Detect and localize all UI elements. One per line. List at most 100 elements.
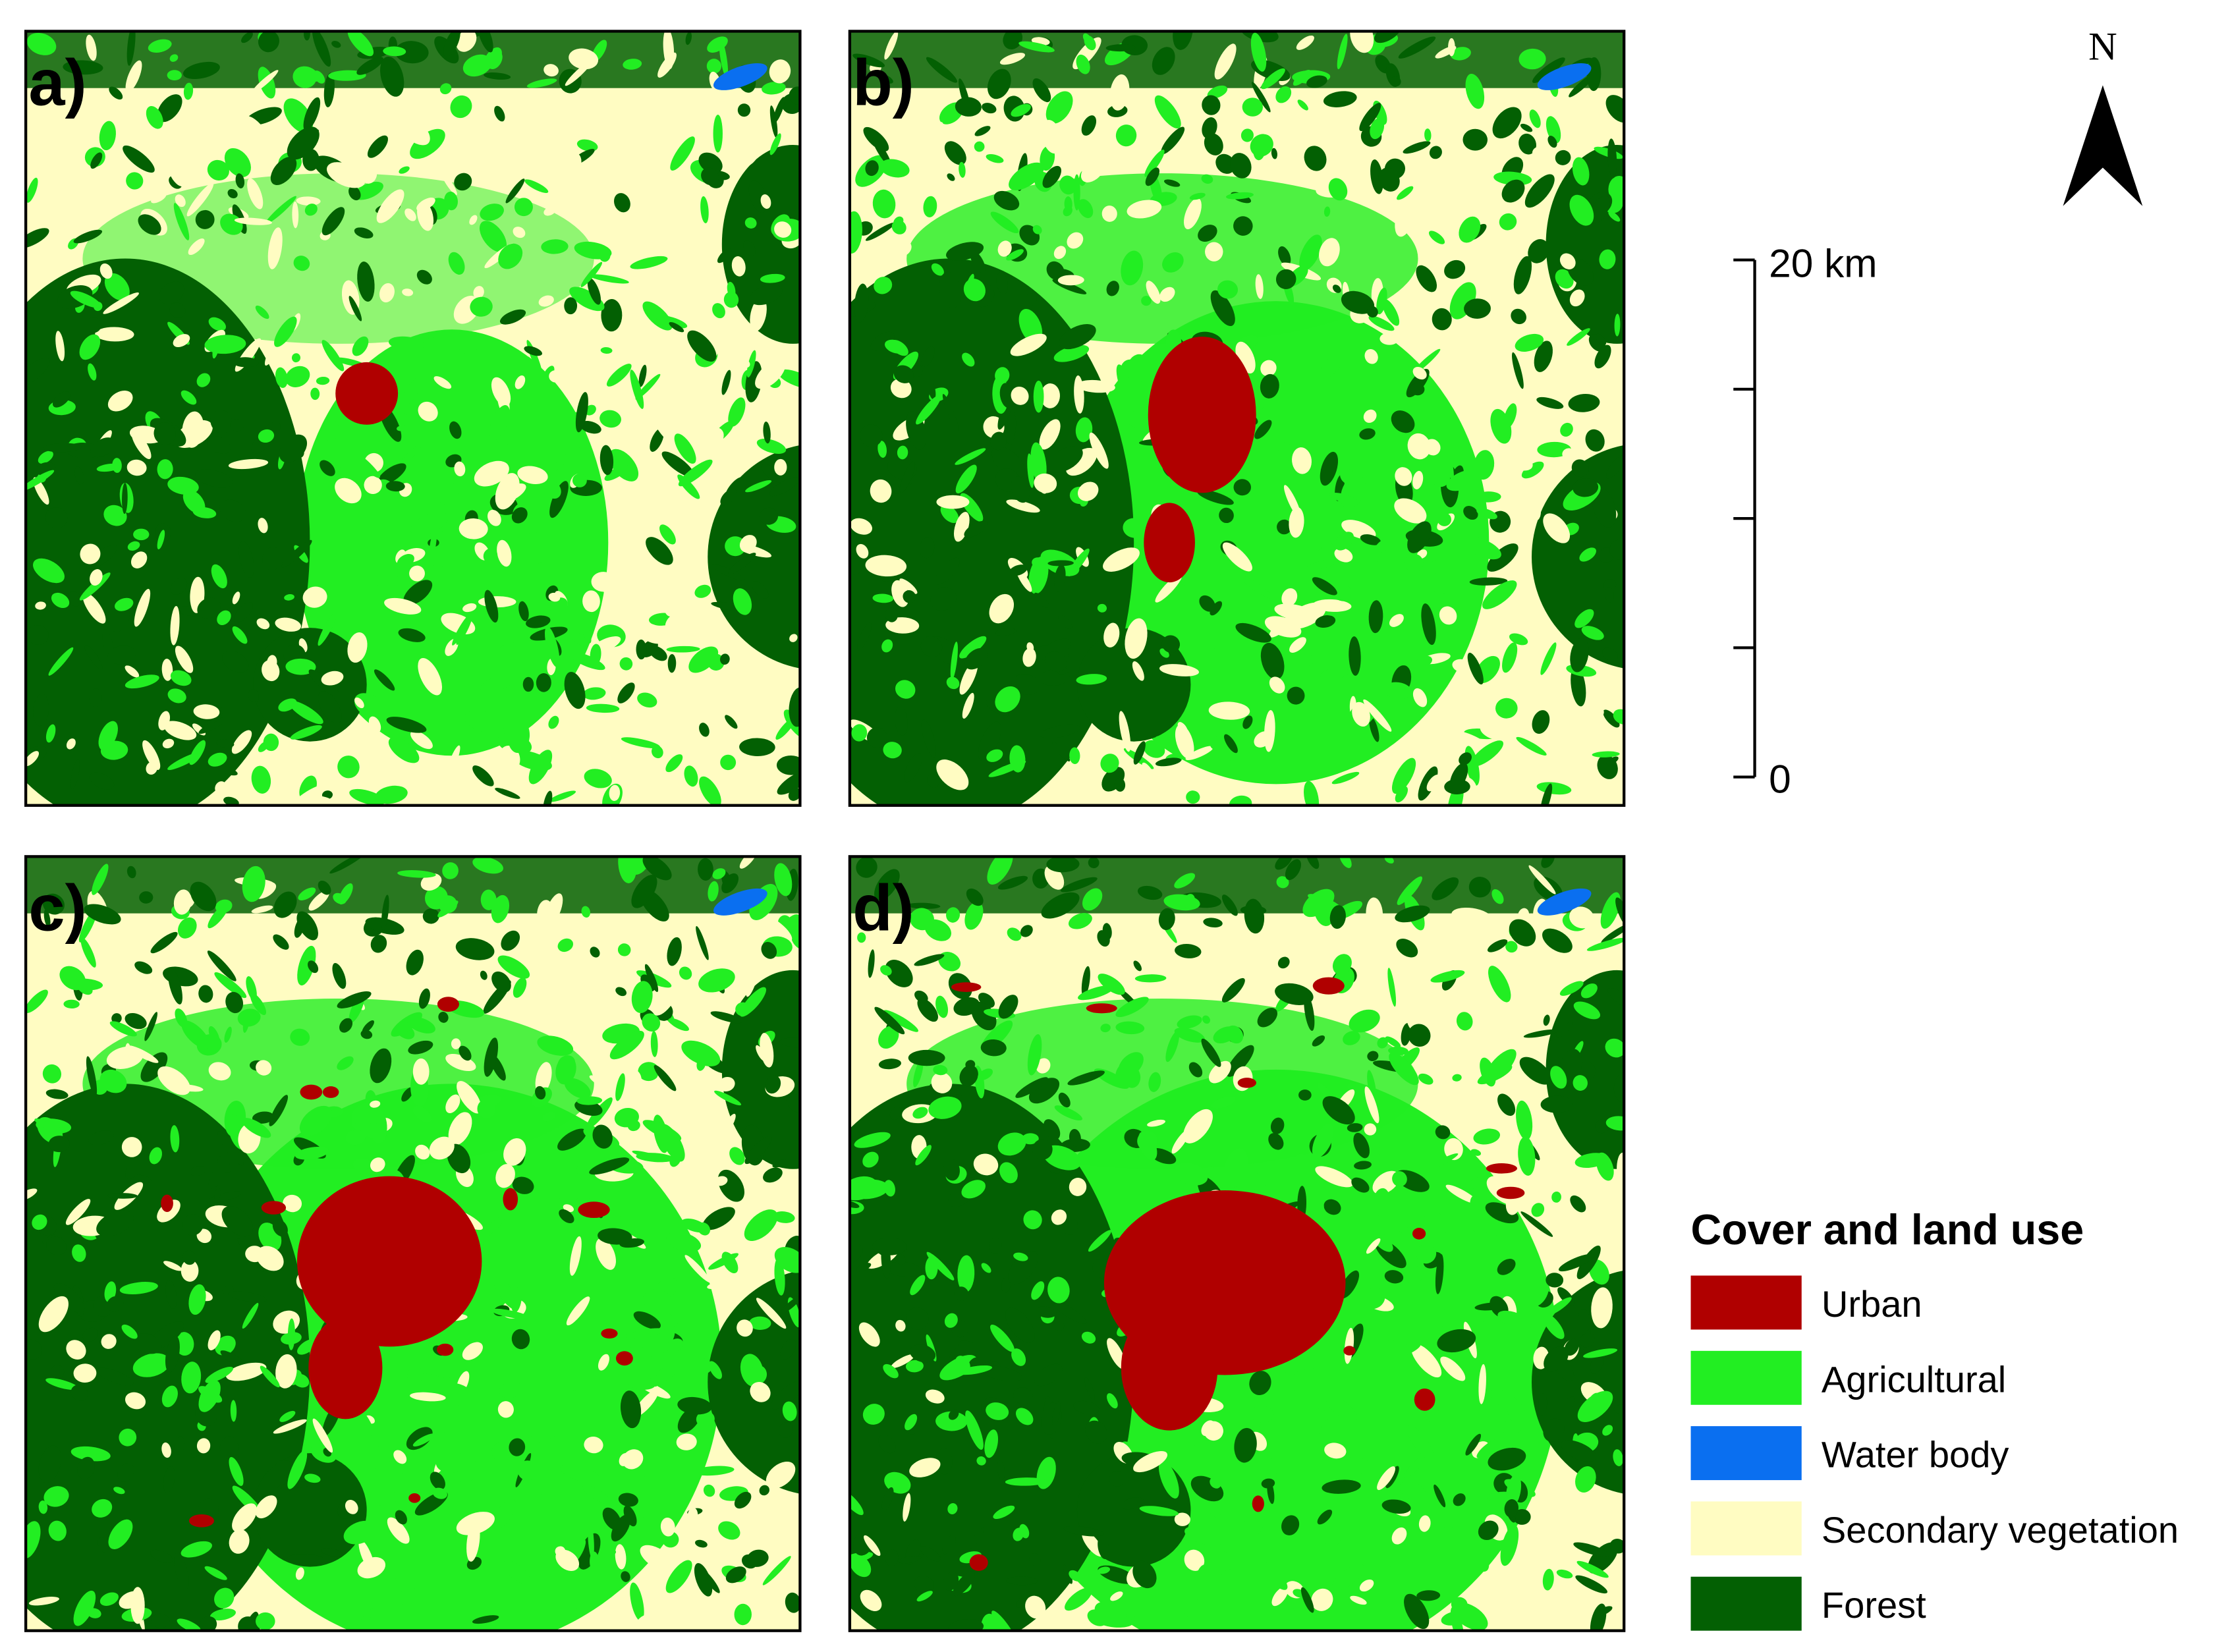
water-body [713, 63, 767, 90]
land-patch [654, 1064, 677, 1091]
land-patch [1556, 1569, 1573, 1579]
land-patch [439, 83, 452, 95]
land-patch [275, 367, 288, 388]
land-patch [943, 1572, 959, 1591]
land-patch [321, 207, 345, 236]
urban-area [1496, 1186, 1525, 1199]
land-patch [1416, 655, 1433, 667]
land-patch [425, 569, 439, 580]
land-patch [1300, 652, 1321, 669]
land-patch [26, 1521, 41, 1559]
land-patch [1351, 1177, 1370, 1193]
land-patch [528, 750, 553, 785]
land-patch [542, 451, 578, 466]
land-patch [999, 53, 1025, 65]
land-patch [1350, 31, 1374, 53]
land-patch [582, 590, 600, 613]
land-patch [26, 989, 48, 1014]
land-patch [1047, 1277, 1070, 1304]
land-patch [151, 193, 167, 204]
land-patch [676, 1433, 697, 1450]
land-patch [870, 479, 892, 503]
land-patch [1416, 1590, 1441, 1601]
land-patch [1609, 539, 1625, 560]
land-patch [1450, 1112, 1483, 1125]
land-patch [1046, 856, 1080, 873]
land-patch [1363, 699, 1392, 732]
land-patch [1127, 354, 1150, 383]
land-patch [606, 1090, 634, 1114]
land-patch [435, 1451, 467, 1473]
land-patch [762, 82, 786, 95]
land-patch [999, 383, 1015, 408]
land-patch [717, 248, 732, 263]
land-patch [1530, 1280, 1549, 1306]
land-patch [928, 1096, 962, 1119]
land-patch [89, 772, 115, 790]
land-patch [55, 331, 65, 362]
land-patch [251, 70, 279, 94]
land-patch [862, 1151, 879, 1168]
land-patch [586, 703, 620, 713]
land-patch [858, 1322, 880, 1347]
land-patch [1557, 1287, 1575, 1306]
land-patch [872, 593, 894, 603]
land-patch [1576, 1560, 1609, 1578]
land-patch [88, 175, 103, 193]
land-patch [1219, 1407, 1233, 1419]
land-patch [667, 564, 691, 601]
land-patch [777, 770, 800, 795]
land-patch [622, 1454, 652, 1490]
land-patch [1444, 1138, 1463, 1161]
land-patch [73, 1363, 97, 1383]
land-patch [183, 82, 194, 100]
land-patch [1158, 1460, 1179, 1499]
land-patch [281, 539, 312, 568]
forest-area [849, 31, 1625, 88]
land-patch [710, 1011, 742, 1024]
land-patch [1564, 1338, 1579, 1356]
land-patch [632, 1136, 640, 1147]
land-patch [1139, 1506, 1179, 1516]
land-patch [948, 1409, 959, 1420]
land-patch [854, 283, 869, 323]
land-patch [1320, 1611, 1327, 1620]
land-patch [125, 1013, 147, 1030]
land-patch [1154, 736, 1163, 750]
land-patch [287, 1450, 308, 1489]
land-patch [1186, 711, 1194, 725]
land-patch [407, 1366, 424, 1383]
land-patch [1174, 873, 1196, 889]
scale-min-label: 0 [1769, 756, 1791, 801]
land-patch [1123, 518, 1146, 538]
land-patch [714, 1176, 728, 1186]
land-patch [1543, 513, 1571, 543]
land-patch [567, 1389, 581, 1401]
land-patch [70, 290, 101, 308]
land-patch [1401, 1023, 1412, 1046]
land-patch [761, 941, 777, 959]
land-patch [576, 139, 598, 151]
land-patch [86, 1056, 97, 1097]
land-patch [165, 1335, 180, 1373]
land-patch [989, 1238, 1002, 1254]
land-patch [1287, 686, 1305, 705]
land-patch [703, 1484, 715, 1497]
land-patch [418, 757, 436, 777]
land-patch [652, 746, 663, 759]
land-patch [1427, 1153, 1459, 1170]
land-patch [1320, 667, 1349, 680]
land-patch [26, 751, 40, 767]
land-patch [935, 1448, 953, 1475]
land-patch [883, 1010, 919, 1032]
land-patch [1426, 774, 1441, 792]
land-patch [224, 1026, 232, 1043]
land-patch [1332, 582, 1352, 601]
land-patch [1260, 1506, 1283, 1524]
land-patch [1382, 298, 1400, 326]
land-patch [45, 1089, 69, 1099]
land-patch [45, 724, 56, 743]
land-patch [914, 1576, 934, 1593]
land-patch [969, 1527, 984, 1549]
land-patch [283, 1194, 302, 1213]
